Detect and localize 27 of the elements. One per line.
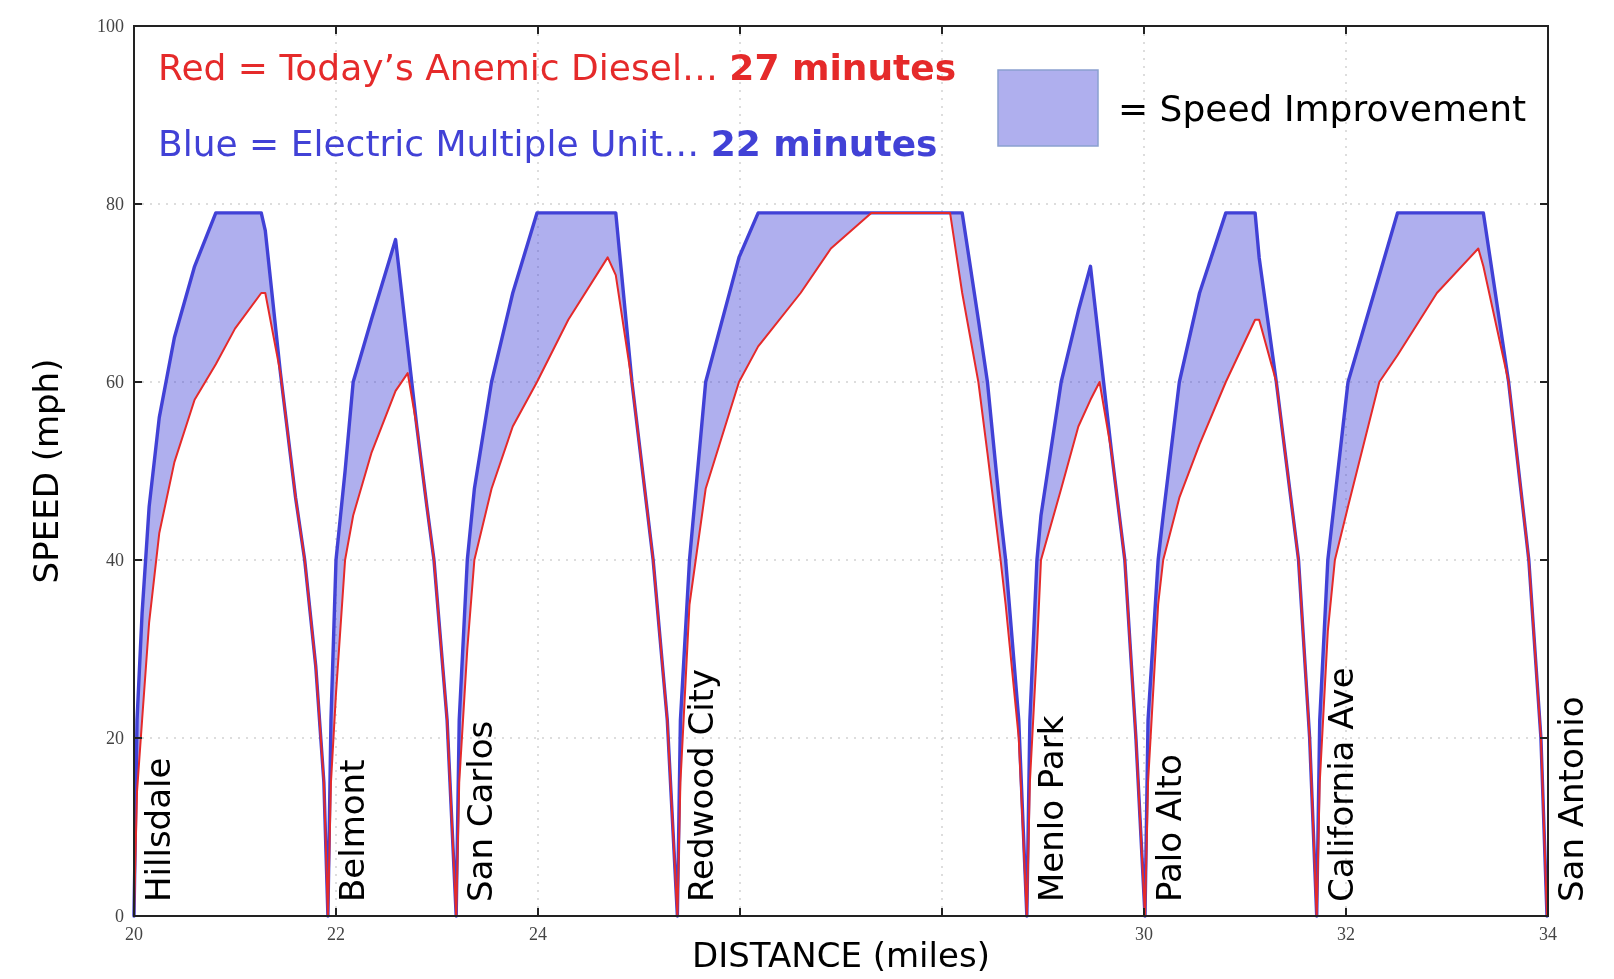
x-tick-label: 34 <box>1539 924 1557 944</box>
annotation: Palo Alto <box>1149 754 1190 902</box>
x-tick-label: 32 <box>1337 924 1355 944</box>
annotation: 22 minutes <box>710 123 938 164</box>
y-tick-label: 60 <box>106 372 124 393</box>
annotation: Hillsdale <box>138 757 178 902</box>
x-axis-title: DISTANCE (miles) <box>692 935 990 975</box>
annotation: Redwood City <box>681 668 722 902</box>
annotation: 27 minutes <box>729 47 957 88</box>
annotation: Red = Today’s Anemic Diesel… <box>158 47 730 88</box>
annotation: San Carlos <box>460 720 501 902</box>
x-tick-label: 30 <box>1135 924 1153 944</box>
y-tick-label: 100 <box>97 16 124 37</box>
y-tick-label: 40 <box>106 550 124 571</box>
legend-title: = Speed Improvement <box>1118 87 1527 129</box>
annotation: Blue = Electric Multiple Unit… <box>158 123 711 164</box>
y-tick-label: 80 <box>106 194 124 215</box>
y-tick-label: 20 <box>106 728 124 749</box>
y-tick-label: 0 <box>115 906 124 927</box>
x-tick-label: 22 <box>327 924 345 944</box>
x-tick-label: 24 <box>529 924 547 944</box>
annotation: Menlo Park <box>1030 715 1071 902</box>
x-tick-label: 20 <box>125 924 143 944</box>
annotation: San Antonio <box>1550 696 1591 902</box>
y-axis-title: SPEED (mph) <box>26 358 66 584</box>
annotation: California Ave <box>1320 667 1361 902</box>
annotation: Belmont <box>331 759 372 902</box>
